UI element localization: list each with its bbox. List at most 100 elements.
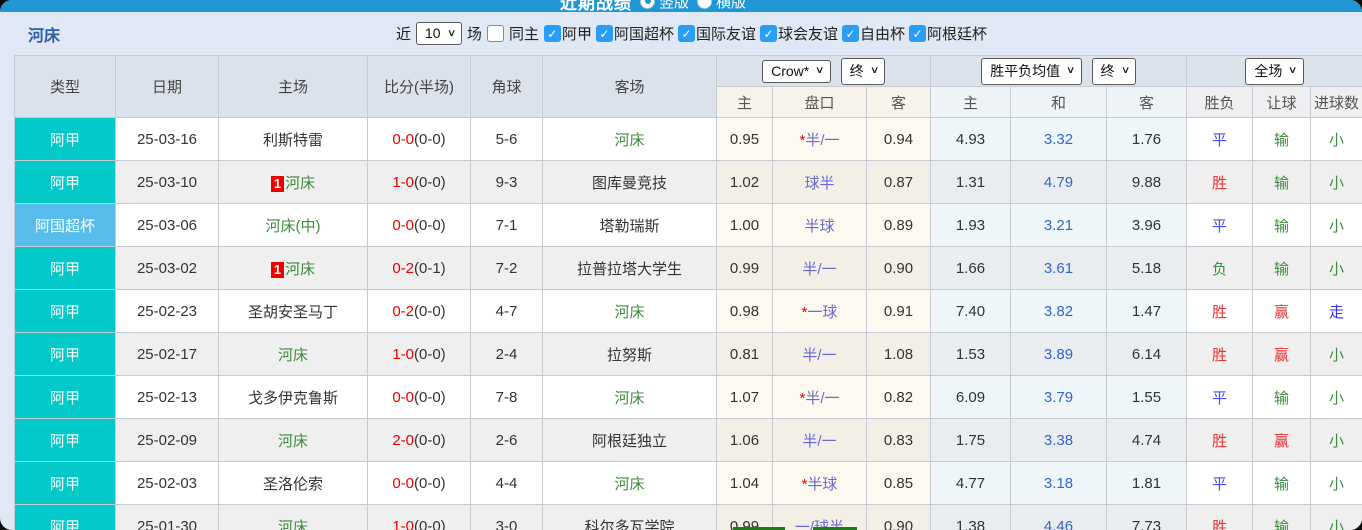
- goals-result-value: 小: [1329, 217, 1345, 235]
- home-team-name[interactable]: 河床: [277, 432, 308, 450]
- away-team-name[interactable]: 科尔多瓦学院: [584, 518, 675, 530]
- odds-source-value: Crow*: [771, 62, 810, 79]
- home-team-name[interactable]: 戈多伊克鲁斯: [247, 389, 338, 407]
- chevron-down-icon: ∨: [446, 27, 457, 39]
- avg-away-cell: 1.55: [1106, 375, 1188, 419]
- match-date: 25-03-10: [115, 160, 219, 204]
- view-option-label: 竖版: [659, 0, 690, 11]
- avg-draw-cell: 4.79: [1010, 160, 1108, 204]
- home-team-name[interactable]: 河床: [285, 174, 316, 192]
- handicap-cell: *半/一: [772, 375, 867, 419]
- away-team-name[interactable]: 河床: [614, 389, 645, 407]
- away-team-name[interactable]: 河床: [614, 475, 645, 493]
- away-team-name[interactable]: 拉努斯: [606, 346, 652, 364]
- home-team-name[interactable]: 河床: [277, 518, 308, 530]
- score-cell: 0-0(0-0): [367, 203, 471, 247]
- date-text: 25-03-06: [136, 216, 198, 234]
- match-date: 25-02-23: [115, 289, 219, 333]
- checkbox-icon[interactable]: ✓: [677, 25, 695, 42]
- team-name-link[interactable]: 河床: [28, 27, 61, 45]
- match-count-select[interactable]: 10 ∨: [416, 22, 462, 45]
- home-team-name[interactable]: 圣洛伦索: [262, 475, 323, 493]
- handicap-star: *: [799, 389, 806, 407]
- date-text: 25-01-30: [136, 517, 198, 530]
- home-team-cell: 1 河床: [218, 246, 368, 290]
- chevron-down-icon: ∨: [1288, 65, 1298, 76]
- away-team-name[interactable]: 图库曼竞技: [591, 174, 667, 192]
- checkbox-icon[interactable]: ✓: [543, 25, 561, 42]
- date-text: 25-02-13: [136, 388, 198, 406]
- away-team-cell: 塔勒瑞斯: [542, 203, 717, 247]
- competition-label: 国际友谊: [695, 26, 756, 43]
- away-team-cell: 拉努斯: [542, 332, 717, 376]
- home-team-name[interactable]: 圣胡安圣马丁: [247, 303, 338, 321]
- scope-select[interactable]: 全场 ∨: [1245, 57, 1304, 85]
- home-team-name[interactable]: 河床(中): [265, 217, 321, 235]
- avg-home-cell: 1.75: [930, 418, 1012, 462]
- competition-filter[interactable]: ✓ 阿根廷杯: [909, 23, 987, 44]
- match-date: 25-03-16: [115, 117, 219, 161]
- away-team-name[interactable]: 拉普拉塔大学生: [576, 260, 682, 278]
- checkbox-icon[interactable]: ✓: [760, 25, 777, 42]
- goals-result-value: 小: [1329, 432, 1345, 450]
- home-team-name[interactable]: 利斯特雷: [262, 131, 323, 149]
- odds-away-cell: 0.87: [865, 160, 932, 204]
- result-cell: 平: [1186, 117, 1254, 161]
- avg-home-value: 1.66: [955, 259, 986, 277]
- handicap-value: 半球: [804, 217, 835, 235]
- away-team-name[interactable]: 塔勒瑞斯: [599, 217, 660, 235]
- home-team-name[interactable]: 河床: [285, 260, 316, 278]
- checkbox-icon[interactable]: ✓: [842, 25, 860, 42]
- corners-value: 7-1: [495, 216, 518, 234]
- avg-home-cell: 1.38: [930, 504, 1012, 530]
- avg-time-select[interactable]: 终 ∨: [1091, 57, 1136, 85]
- partial-bottom-select[interactable]: [733, 527, 785, 530]
- avg-away-cell: 1.47: [1106, 289, 1188, 333]
- same-home-checkbox[interactable]: [486, 25, 504, 42]
- avg-away-cell: 1.76: [1106, 117, 1188, 161]
- odds-home-cell: 0.98: [716, 289, 773, 333]
- competition-filter[interactable]: ✓ 国际友谊: [677, 23, 756, 44]
- fulltime-score: 0-0: [392, 388, 414, 406]
- avg-type-select[interactable]: 胜平负均值 ∨: [981, 57, 1082, 85]
- checkbox-icon[interactable]: ✓: [595, 25, 613, 42]
- away-team-name[interactable]: 河床: [614, 131, 645, 149]
- halftime-score: (0-0): [414, 130, 446, 148]
- away-team-name[interactable]: 河床: [614, 303, 645, 321]
- odds-home-value: 1.04: [729, 474, 760, 492]
- odds-time-select[interactable]: 终 ∨: [840, 57, 885, 85]
- avg-away-value: 9.88: [1131, 173, 1162, 191]
- goals-result-cell: 小: [1310, 246, 1362, 290]
- halftime-score: (0-0): [414, 431, 446, 449]
- odds-header-cell: Crow* ∨ 终 ∨: [715, 55, 932, 87]
- competition-badge: 阿甲: [14, 246, 116, 290]
- odds-away-value: 0.91: [883, 302, 914, 320]
- match-row: 阿甲 25-02-23 圣胡安圣马丁 0-2(0-0) 4-7 河床 0.98 *一球 0.91…: [14, 289, 1362, 333]
- radio-icon[interactable]: [697, 0, 713, 9]
- partial-bottom-select[interactable]: [813, 527, 857, 530]
- competition-badge: 阿国超杯: [14, 203, 116, 247]
- avg-draw-value: 3.82: [1043, 302, 1074, 320]
- goals-result-value: 小: [1329, 260, 1345, 278]
- view-option-vertical[interactable]: 竖版: [640, 0, 689, 12]
- competition-filter[interactable]: ✓ 球会友谊: [760, 23, 838, 44]
- handicap-result-cell: 输: [1252, 461, 1312, 505]
- avg-draw-cell: 3.32: [1010, 117, 1108, 161]
- result-value: 胜: [1212, 174, 1228, 192]
- away-team-name[interactable]: 阿根廷独立: [591, 432, 667, 450]
- corners-value: 9-3: [495, 173, 518, 191]
- competition-filter[interactable]: ✓ 阿甲: [543, 23, 592, 44]
- home-team-name[interactable]: 河床: [277, 346, 308, 364]
- odds-source-select[interactable]: Crow* ∨: [762, 59, 831, 83]
- avg-home-cell: 1.31: [930, 160, 1012, 204]
- view-option-horizontal[interactable]: 横版: [697, 0, 746, 12]
- handicap-result-value: 输: [1274, 131, 1290, 149]
- halftime-score: (0-0): [414, 345, 446, 363]
- competition-filter[interactable]: ✓ 自由杯: [842, 23, 905, 44]
- checkbox-icon[interactable]: ✓: [909, 25, 927, 42]
- competition-badge: 阿甲: [14, 375, 116, 419]
- match-date: 25-02-17: [115, 332, 219, 376]
- competition-filter[interactable]: ✓ 阿国超杯: [595, 23, 674, 44]
- radio-icon[interactable]: [640, 0, 655, 9]
- avg-draw-value: 4.79: [1043, 173, 1074, 191]
